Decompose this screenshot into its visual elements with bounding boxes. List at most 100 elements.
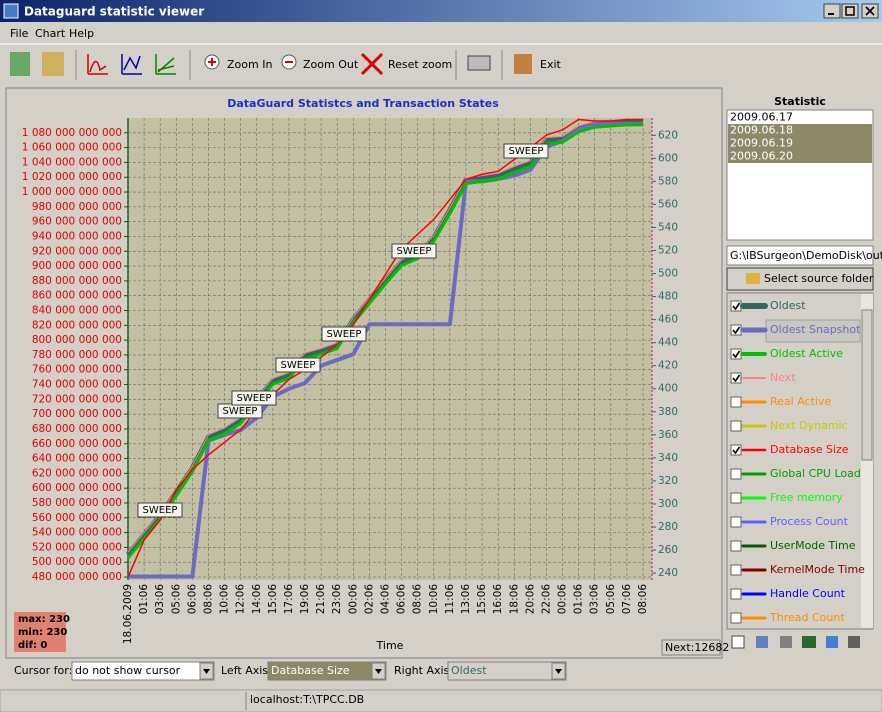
folder-box[interactable] <box>726 245 874 266</box>
minimize[interactable] <box>823 3 841 19</box>
stat-text: max: 230 <box>18 614 70 625</box>
x-tick-label: 03:06 <box>589 584 601 615</box>
y2-tick-label: 280 <box>658 521 678 533</box>
select-folder-button[interactable] <box>726 267 874 291</box>
menu-item[interactable]: Chart <box>35 27 66 40</box>
icon[interactable] <box>848 636 860 648</box>
menu-item[interactable]: Help <box>69 27 94 40</box>
legend-label[interactable]: Oldest <box>770 299 806 312</box>
y-tick-label: 740 000 000 000 <box>32 379 122 391</box>
icon[interactable] <box>756 636 768 648</box>
checkbox[interactable] <box>730 444 742 456</box>
check-mark <box>732 374 741 383</box>
print-icon[interactable] <box>467 55 491 71</box>
exit-icon[interactable] <box>514 54 532 74</box>
chart-icon[interactable] <box>121 54 142 75</box>
legend-label[interactable]: KernelMode Time <box>770 563 865 576</box>
legend-label[interactable]: Handle Count <box>770 587 846 600</box>
y2-tick-label: 580 <box>658 175 678 187</box>
checkbox[interactable] <box>730 372 742 384</box>
series-line <box>127 118 643 578</box>
checkbox[interactable] <box>730 492 742 504</box>
right-axis-combo[interactable] <box>447 661 567 681</box>
stat-text: min: 230 <box>18 627 67 638</box>
legend-label[interactable]: Process Count <box>770 515 849 528</box>
x-tick-label: 10:06 <box>428 584 440 615</box>
legend-label[interactable]: Oldest Active <box>770 347 843 360</box>
annotation: SWEEP <box>327 329 362 340</box>
legend-label[interactable]: Next <box>770 371 796 384</box>
status-text: localhost:T:\TPCC.DB <box>250 693 364 706</box>
checkbox[interactable] <box>730 468 742 480</box>
y2-tick-label: 240 <box>658 567 678 579</box>
x-tick-label: 19:06 <box>299 584 311 615</box>
icon[interactable] <box>826 636 838 648</box>
date-item[interactable]: 2009.06.19 <box>730 137 793 150</box>
legend-label[interactable]: Real Active <box>770 395 831 408</box>
checkbox[interactable] <box>730 420 742 432</box>
reset-icon[interactable] <box>360 52 384 76</box>
checkbox[interactable] <box>730 612 742 624</box>
folder-icon <box>746 273 760 284</box>
toolbar-button[interactable]: Zoom In <box>227 58 272 71</box>
toolbar-button[interactable]: Exit <box>540 58 562 71</box>
checkbox[interactable] <box>730 588 742 600</box>
refresh-icon[interactable] <box>10 52 30 76</box>
chart-icon[interactable] <box>87 54 108 75</box>
minimize-glyph <box>828 13 834 15</box>
menu-item[interactable]: File <box>10 27 29 40</box>
legend-label[interactable]: Global CPU Load <box>770 467 861 480</box>
legend-label[interactable]: Thread Count <box>769 611 845 624</box>
legend-label[interactable]: Database Size <box>770 443 849 456</box>
chart-icon[interactable] <box>155 54 176 75</box>
checkbox[interactable] <box>730 516 742 528</box>
next-label: Next:12682 <box>665 641 729 654</box>
y-tick-label: 560 000 000 000 <box>32 512 122 524</box>
icon[interactable] <box>731 635 745 649</box>
window-title: Dataguard statistic viewer <box>24 5 204 19</box>
annotation-box <box>503 143 549 159</box>
checkbox[interactable] <box>730 540 742 552</box>
date-selection <box>728 150 872 163</box>
y-tick-label: 940 000 000 000 <box>32 230 122 242</box>
x-axis-label: Time <box>376 639 404 652</box>
date-item[interactable]: 2009.06.18 <box>730 124 793 137</box>
combo-arrows <box>199 662 566 680</box>
y2-tick-label: 260 <box>658 544 678 556</box>
annotation-box <box>321 326 367 342</box>
legend-label[interactable]: Next Dynamic <box>770 419 848 432</box>
open-icon[interactable] <box>42 52 64 76</box>
maximize-glyph <box>845 6 855 16</box>
y-tick-label: 820 000 000 000 <box>32 319 122 331</box>
y-tick-label: 700 000 000 000 <box>32 408 122 420</box>
x-tick-label: 15:06 <box>267 584 279 615</box>
window-buttons[interactable] <box>823 3 879 19</box>
x-tick-label: 13:06 <box>460 584 472 615</box>
y2-tick-label: 500 <box>658 268 678 280</box>
annotation: SWEEP <box>143 505 178 516</box>
y-tick-label: 620 000 000 000 <box>32 467 122 479</box>
y-tick-label: 500 000 000 000 <box>32 556 122 568</box>
icon[interactable] <box>780 636 792 648</box>
close-glyph <box>865 6 875 16</box>
date-item[interactable]: 2009.06.20 <box>730 150 793 163</box>
x-tick-label: 01:06 <box>573 584 585 615</box>
legend-label[interactable]: UserMode Time <box>770 539 856 552</box>
legend-label[interactable]: Free memory <box>770 491 843 504</box>
date-item[interactable]: 2009.06.17 <box>730 111 793 124</box>
x-tick-label: 05:06 <box>170 584 182 615</box>
checkbox[interactable] <box>730 564 742 576</box>
left-axis-combo[interactable] <box>267 661 387 681</box>
icon[interactable] <box>802 636 816 648</box>
maximize[interactable] <box>841 3 859 19</box>
x-tick-label: 06:06 <box>396 584 408 615</box>
cursor-combo[interactable] <box>71 661 215 681</box>
y2-tick-label: 360 <box>658 429 678 441</box>
y-tick-label: 1 000 000 000 000 <box>22 186 122 198</box>
checkbox[interactable] <box>730 396 742 408</box>
legend-label[interactable]: Oldest Snapshot <box>770 323 861 336</box>
toolbar-button[interactable]: Zoom Out <box>303 58 359 71</box>
scroll-thumb[interactable] <box>861 309 873 461</box>
y2-tick-label: 420 <box>658 360 678 372</box>
toolbar-button[interactable]: Reset zoom <box>388 58 452 71</box>
